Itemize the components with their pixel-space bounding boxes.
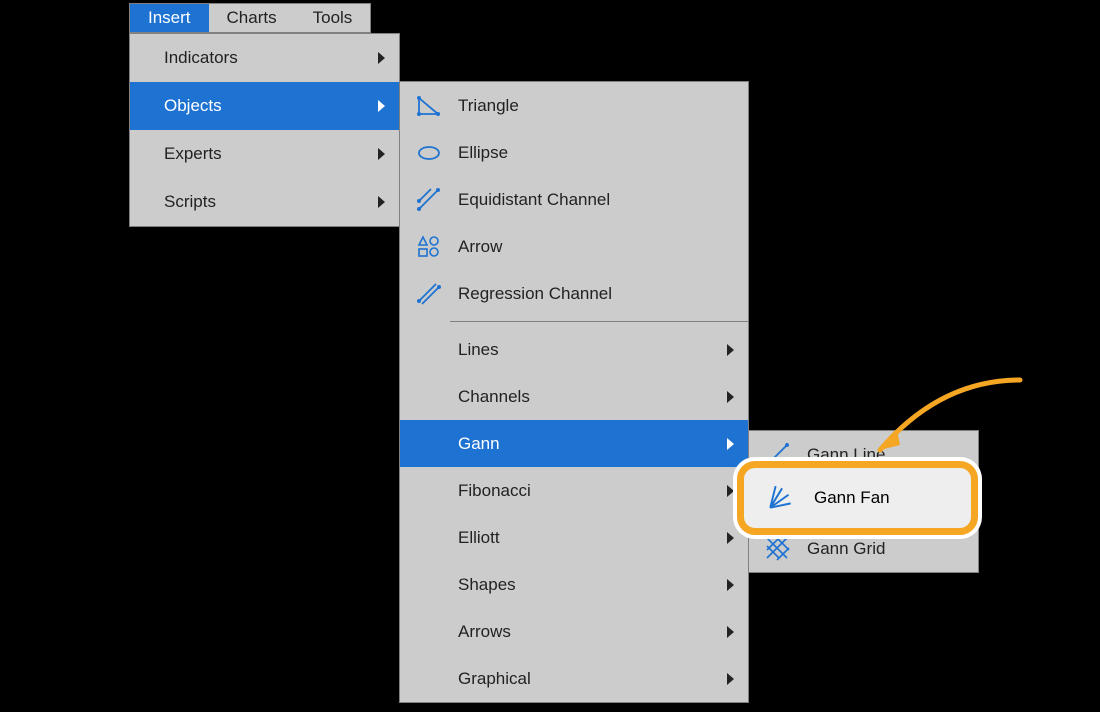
menu-label: Gann Grid (807, 539, 978, 559)
menu-item-ellipse[interactable]: Ellipse (400, 129, 748, 176)
submenu-arrow-icon (378, 148, 385, 160)
menu-label: Arrow (458, 237, 734, 257)
triangle-icon (414, 91, 444, 121)
menu-label: Ellipse (458, 143, 734, 163)
menu-item-graphical[interactable]: Graphical (400, 655, 748, 702)
menu-item-shapes[interactable]: Shapes (400, 561, 748, 608)
regression-icon (414, 279, 444, 309)
menu-label: Equidistant Channel (458, 190, 734, 210)
submenu-arrow-icon (727, 438, 734, 450)
submenu-arrow-icon (727, 673, 734, 685)
menu-item-arrow[interactable]: Arrow (400, 223, 748, 270)
highlight-gann-fan[interactable]: Gann Fan (737, 461, 978, 535)
menubar-item-tools[interactable]: Tools (295, 4, 371, 32)
menu-item-scripts[interactable]: Scripts (130, 178, 399, 226)
submenu-arrow-icon (378, 52, 385, 64)
menu-label: Channels (458, 387, 727, 407)
insert-menu: Indicators Objects Experts Scripts (129, 33, 400, 227)
menu-label: Gann (458, 434, 727, 454)
menu-label: Shapes (458, 575, 727, 595)
menu-item-arrows[interactable]: Arrows (400, 608, 748, 655)
equidistant-icon (414, 185, 444, 215)
ellipse-icon (414, 138, 444, 168)
menu-label: Indicators (164, 48, 378, 68)
submenu-arrow-icon (727, 626, 734, 638)
menu-item-fibonacci[interactable]: Fibonacci (400, 467, 748, 514)
gann-fan-icon (766, 483, 796, 513)
menu-label: Elliott (458, 528, 727, 548)
objects-menu: Triangle Ellipse Equidistant Channel Arr… (399, 81, 749, 703)
menu-separator (450, 321, 748, 322)
menu-item-indicators[interactable]: Indicators (130, 34, 399, 82)
menu-label: Arrows (458, 622, 727, 642)
submenu-arrow-icon (727, 391, 734, 403)
menubar-item-insert[interactable]: Insert (130, 4, 209, 32)
gann-grid-icon (763, 534, 793, 564)
menu-label: Fibonacci (458, 481, 727, 501)
shapes-icon (414, 232, 444, 262)
menu-item-equidistant[interactable]: Equidistant Channel (400, 176, 748, 223)
menu-label: Triangle (458, 96, 734, 116)
menubar: Insert Charts Tools (129, 3, 371, 33)
menu-item-experts[interactable]: Experts (130, 130, 399, 178)
submenu-arrow-icon (378, 100, 385, 112)
menu-label: Graphical (458, 669, 727, 689)
menu-item-triangle[interactable]: Triangle (400, 82, 748, 129)
menu-label: Scripts (164, 192, 378, 212)
menu-item-channels[interactable]: Channels (400, 373, 748, 420)
highlight-label: Gann Fan (814, 488, 890, 508)
menu-item-gann[interactable]: Gann (400, 420, 748, 467)
submenu-arrow-icon (727, 532, 734, 544)
menu-label: Regression Channel (458, 284, 734, 304)
menu-item-regression[interactable]: Regression Channel (400, 270, 748, 317)
submenu-arrow-icon (727, 344, 734, 356)
menubar-item-charts[interactable]: Charts (209, 4, 295, 32)
submenu-arrow-icon (727, 579, 734, 591)
menu-item-objects[interactable]: Objects (130, 82, 399, 130)
submenu-arrow-icon (378, 196, 385, 208)
menu-item-lines[interactable]: Lines (400, 326, 748, 373)
menu-label: Experts (164, 144, 378, 164)
menu-label: Objects (164, 96, 378, 116)
menu-item-elliott[interactable]: Elliott (400, 514, 748, 561)
menu-label: Lines (458, 340, 727, 360)
submenu-arrow-icon (727, 485, 734, 497)
